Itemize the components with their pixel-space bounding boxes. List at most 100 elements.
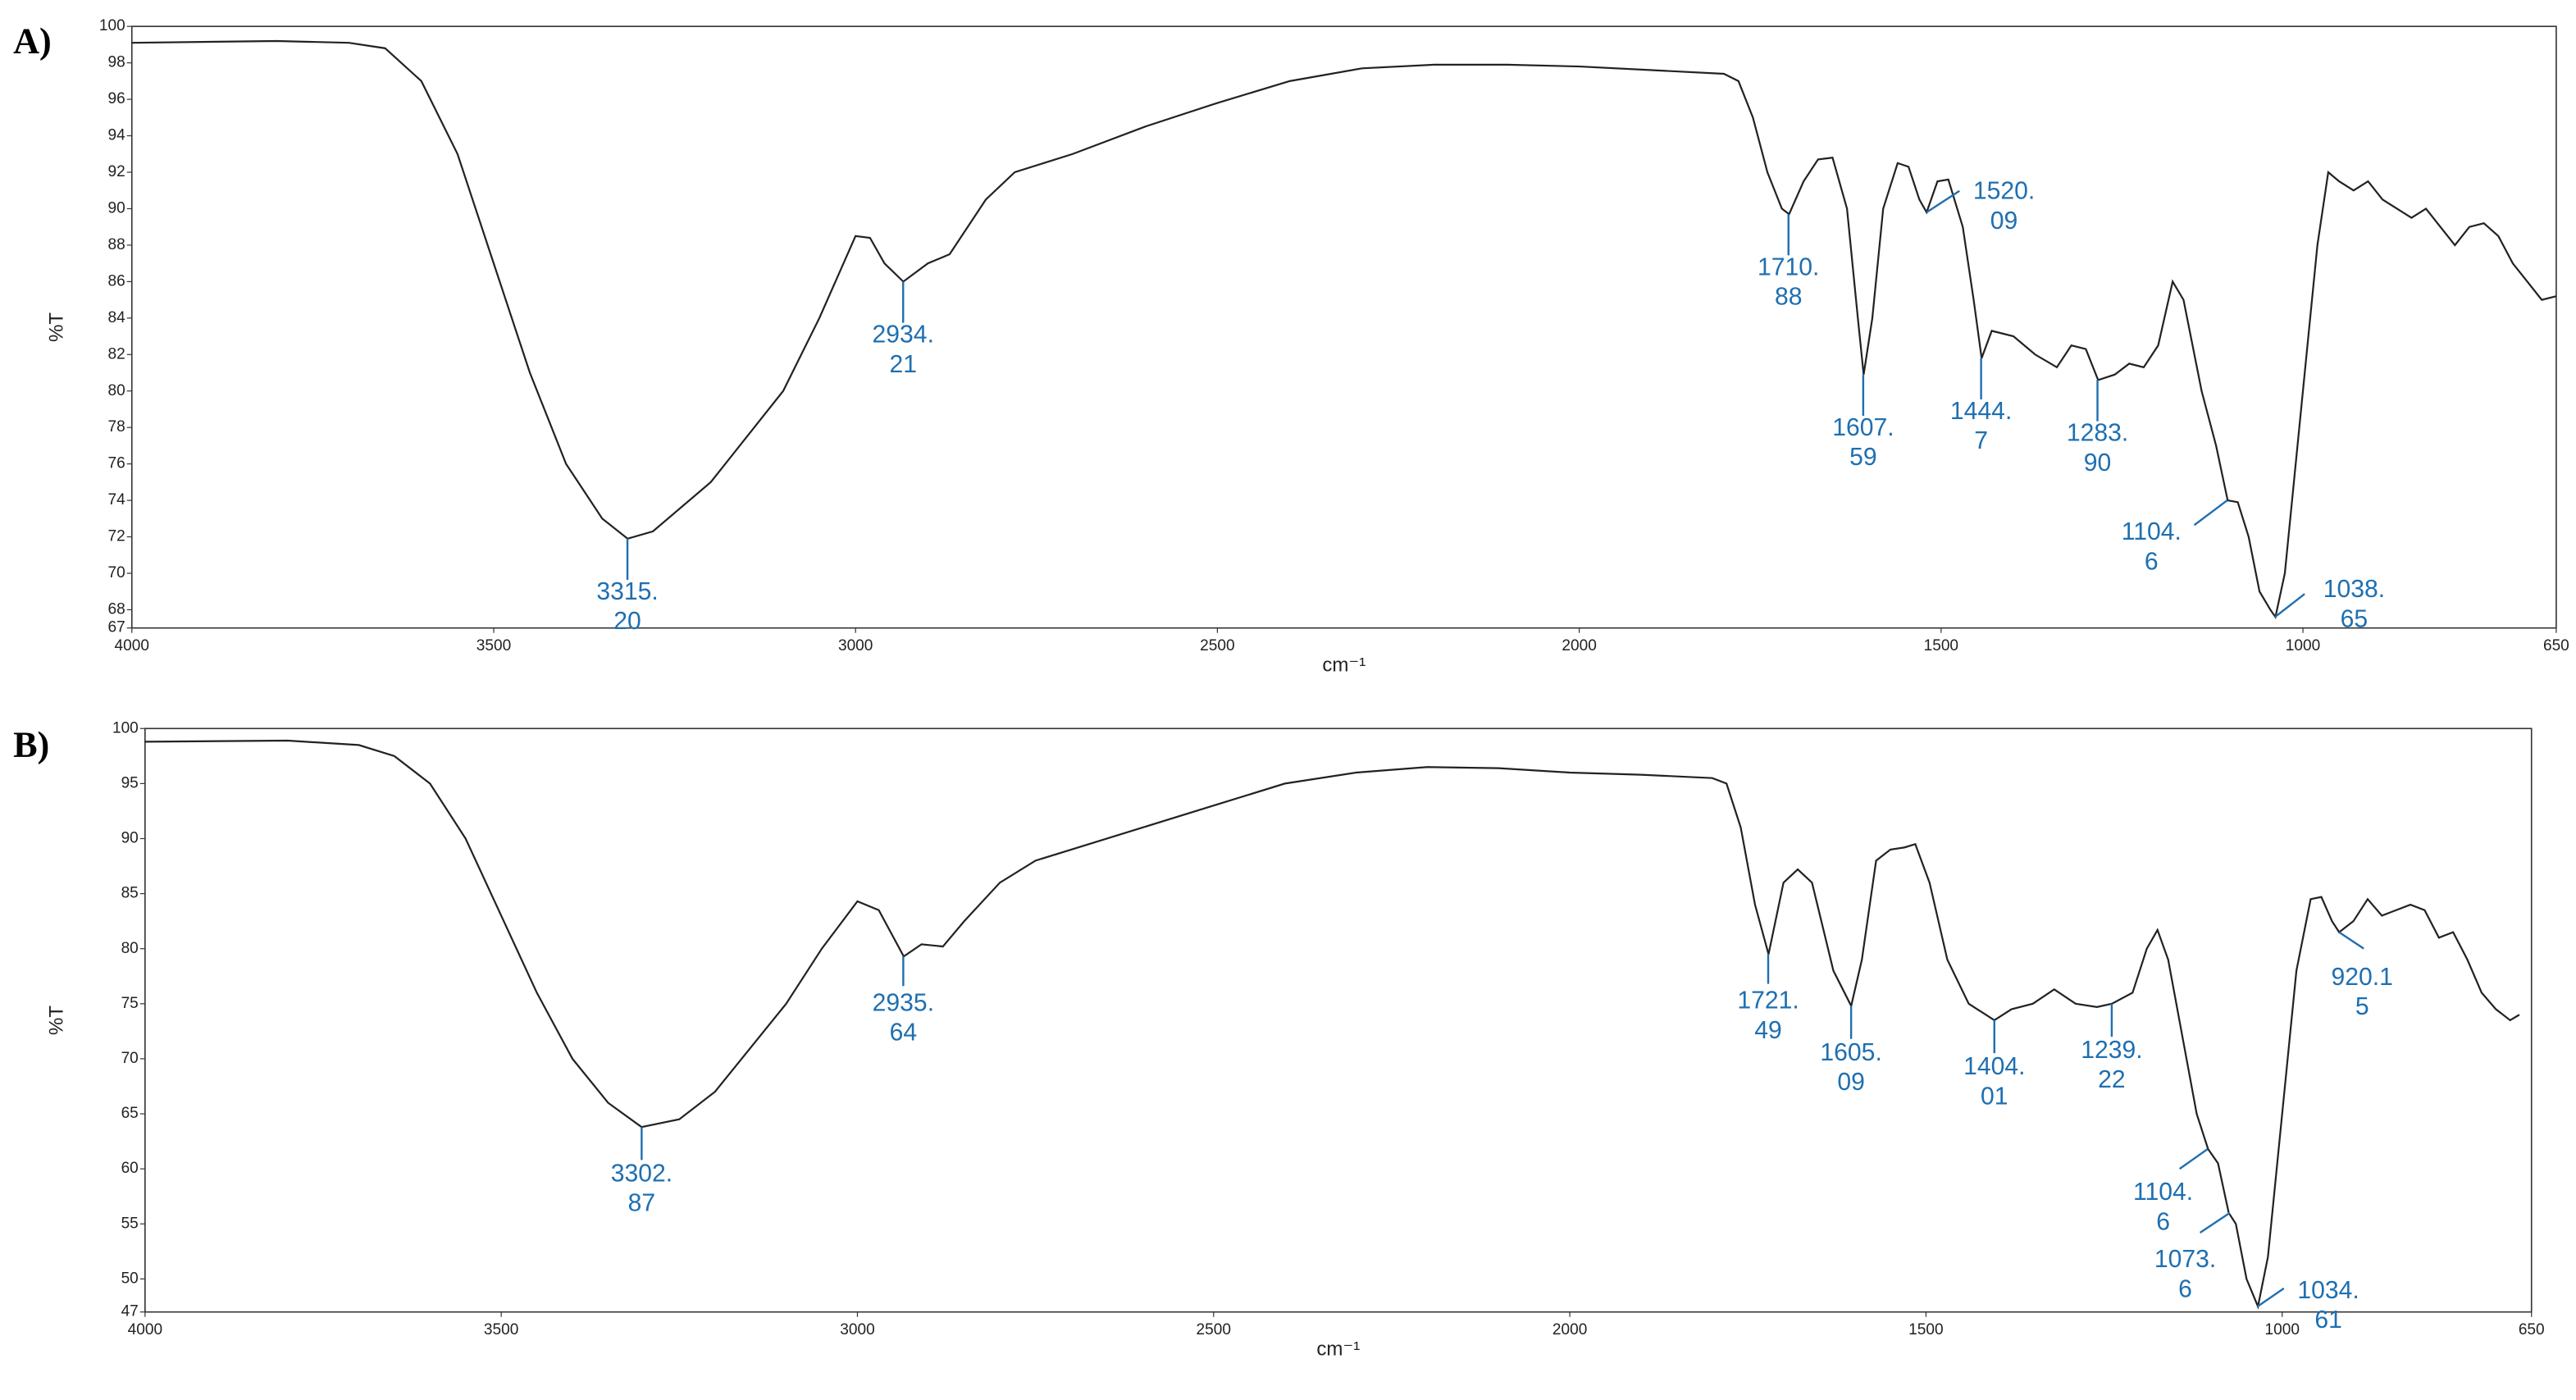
peak-label: 6 <box>2145 548 2159 575</box>
y-tick-label: 84 <box>107 309 125 326</box>
x-tick-label: 2000 <box>1562 637 1596 654</box>
y-tick-label: 50 <box>121 1270 139 1287</box>
peak-label: 2934. <box>873 321 934 349</box>
peak-label: 88 <box>1775 284 1803 311</box>
peak-label: 6 <box>2156 1208 2170 1235</box>
peak-leader <box>2193 499 2228 527</box>
x-tick-label: 1000 <box>2264 1321 2299 1338</box>
y-tick-label: 100 <box>112 719 139 736</box>
x-axis-title: cm⁻¹ <box>1316 1338 1360 1360</box>
peak-label: 1721. <box>1737 987 1799 1015</box>
peak-label: 7 <box>1974 427 1988 454</box>
peak-label: 1404. <box>1963 1053 2025 1080</box>
y-tick-label: 80 <box>121 940 139 957</box>
peak-label: 5 <box>2355 993 2369 1020</box>
y-tick-label: 90 <box>121 830 139 847</box>
peak-label: 01 <box>1981 1083 2008 1110</box>
peak-label: 65 <box>2341 605 2369 632</box>
peak-label: 1283. <box>2067 420 2128 447</box>
x-tick-label: 4000 <box>115 637 149 654</box>
x-tick-label: 3500 <box>484 1321 518 1338</box>
y-tick-label: 95 <box>121 774 139 791</box>
panel-label: A) <box>13 21 52 61</box>
peak-label: 59 <box>1849 444 1877 471</box>
peak-label: 3315. <box>596 578 658 605</box>
y-tick-label: 96 <box>107 90 125 107</box>
x-tick-label: 650 <box>2543 637 2569 654</box>
x-tick-label: 3000 <box>840 1321 874 1338</box>
y-tick-label: 67 <box>107 619 125 636</box>
peak-label: 1104. <box>2122 518 2182 545</box>
y-tick-label: 100 <box>99 17 125 34</box>
y-tick-label: 90 <box>107 199 125 217</box>
y-tick-label: 78 <box>107 418 125 436</box>
peak-label: 1034. <box>2297 1277 2359 1304</box>
y-tick-label: 72 <box>107 528 125 545</box>
peak-label: 09 <box>1990 207 2018 235</box>
peak-leader <box>2199 1211 2231 1234</box>
y-tick-label: 70 <box>107 564 125 581</box>
y-tick-label: 80 <box>107 382 125 399</box>
y-tick-label: 94 <box>107 127 125 144</box>
spectrum-line <box>144 739 2520 1310</box>
x-axis-title: cm⁻¹ <box>1322 654 1366 676</box>
x-tick-label: 4000 <box>128 1321 162 1338</box>
peak-leader <box>2179 1148 2209 1170</box>
y-tick-label: 60 <box>121 1160 139 1177</box>
peak-label: 1104. <box>2133 1179 2193 1206</box>
peak-label: 920.1 <box>2332 964 2393 991</box>
peak-label: 2935. <box>873 989 934 1016</box>
peak-leader <box>2256 1287 2285 1307</box>
y-tick-label: 82 <box>107 345 125 363</box>
peak-label: 61 <box>2314 1307 2342 1334</box>
y-tick-label: 85 <box>121 885 139 902</box>
peak-leader <box>2274 593 2305 618</box>
x-tick-label: 1000 <box>2286 637 2320 654</box>
peak-label: 64 <box>890 1019 918 1047</box>
peak-label: 20 <box>613 608 641 635</box>
y-tick-label: 68 <box>107 601 125 618</box>
x-tick-label: 2000 <box>1552 1321 1587 1338</box>
peak-label: 87 <box>628 1190 656 1217</box>
x-tick-label: 3000 <box>838 637 873 654</box>
peak-label: 1239. <box>2081 1037 2142 1064</box>
peak-label: 1607. <box>1832 414 1894 441</box>
y-axis-title: %T <box>46 1006 68 1035</box>
x-tick-label: 2500 <box>1197 1321 1231 1338</box>
x-tick-label: 650 <box>2519 1321 2545 1338</box>
peak-label: 1073. <box>2154 1246 2216 1273</box>
plot-frame <box>144 727 2533 1313</box>
y-tick-label: 86 <box>107 272 125 290</box>
peak-label: 1444. <box>1950 398 2012 425</box>
peak-label: 49 <box>1754 1017 1782 1044</box>
y-tick-label: 65 <box>121 1105 139 1122</box>
peak-label: 1710. <box>1758 253 1819 280</box>
y-tick-label: 47 <box>121 1303 139 1320</box>
y-tick-label: 92 <box>107 163 125 180</box>
y-tick-label: 55 <box>121 1215 139 1232</box>
panel-label: B) <box>13 725 49 765</box>
x-tick-label: 3500 <box>476 637 511 654</box>
y-tick-label: 70 <box>121 1050 139 1067</box>
peak-leader <box>1926 189 1960 213</box>
peak-label: 09 <box>1837 1069 1865 1096</box>
y-tick-label: 88 <box>107 236 125 253</box>
plot-frame <box>130 25 2557 629</box>
y-tick-label: 74 <box>107 491 125 508</box>
peak-label: 21 <box>889 351 917 378</box>
y-tick-label: 76 <box>107 455 125 472</box>
peak-label: 22 <box>2098 1066 2126 1093</box>
y-tick-label: 75 <box>121 995 139 1012</box>
y-tick-label: 98 <box>107 54 125 71</box>
peak-label: 1520. <box>1973 178 2035 205</box>
y-axis-title: %T <box>46 312 68 342</box>
peak-leader <box>2338 931 2364 950</box>
peak-label: 1038. <box>2323 576 2385 603</box>
x-tick-label: 2500 <box>1200 637 1234 654</box>
spectrum-line <box>131 39 2557 620</box>
x-tick-label: 1500 <box>1908 1321 1943 1338</box>
peak-label: 90 <box>2084 449 2112 477</box>
peak-label: 1605. <box>1820 1039 1881 1066</box>
